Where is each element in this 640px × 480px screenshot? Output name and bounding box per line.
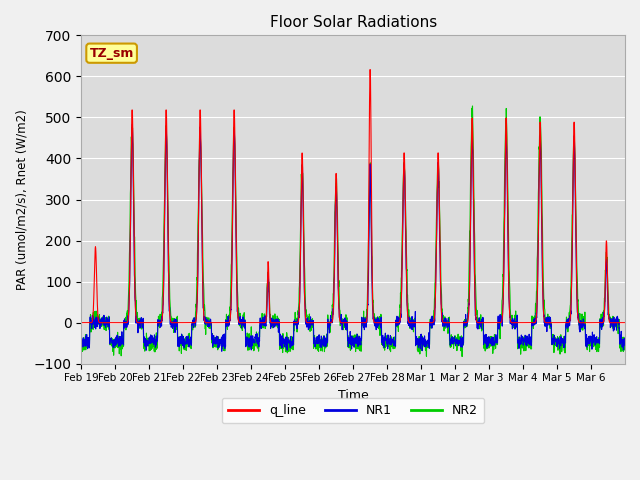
NR2 <box>548 332 556 338</box>
Y-axis label: PAR (umol/m2/s), Rnet (W/m2): PAR (umol/m2/s), Rnet (W/m2) <box>15 109 28 290</box>
NR2 <box>517 342 525 348</box>
Text: TZ_sm: TZ_sm <box>90 47 134 60</box>
NR2 <box>614 320 621 326</box>
Line: q_line: q_line <box>81 70 625 323</box>
NR1 <box>129 121 136 127</box>
NR1 <box>218 348 225 354</box>
X-axis label: Time: Time <box>338 389 369 402</box>
Title: Floor Solar Radiations: Floor Solar Radiations <box>269 15 436 30</box>
q_line <box>366 67 374 72</box>
NR2 <box>458 354 466 360</box>
NR2 <box>77 347 85 352</box>
q_line <box>249 320 257 325</box>
Legend: q_line, NR1, NR2: q_line, NR1, NR2 <box>222 397 484 423</box>
NR2 <box>132 290 140 296</box>
Line: NR2: NR2 <box>81 106 625 357</box>
NR1 <box>548 338 556 344</box>
NR2 <box>249 337 257 343</box>
NR2 <box>621 339 629 345</box>
NR1 <box>132 317 140 323</box>
q_line <box>386 320 394 325</box>
q_line <box>517 320 525 325</box>
q_line <box>548 320 556 325</box>
NR1 <box>621 339 629 345</box>
q_line <box>621 320 629 325</box>
NR2 <box>386 343 394 348</box>
NR2 <box>468 103 476 109</box>
NR1 <box>250 336 257 342</box>
q_line <box>77 320 85 325</box>
NR1 <box>614 315 621 321</box>
q_line <box>132 309 140 314</box>
q_line <box>614 320 621 325</box>
NR1 <box>77 333 85 338</box>
Line: NR1: NR1 <box>81 124 625 351</box>
NR1 <box>517 341 525 347</box>
NR1 <box>387 342 394 348</box>
